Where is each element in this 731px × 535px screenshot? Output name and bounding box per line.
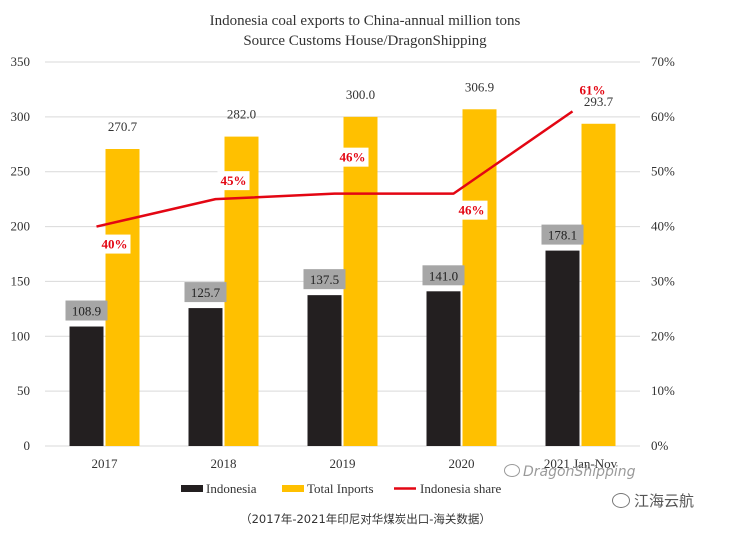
y-tick-label: 50: [17, 383, 30, 398]
footnote: （2017年-2021年印尼对华煤炭出口-海关数据）: [240, 512, 491, 526]
y-tick-label: 350: [11, 54, 31, 69]
x-category-label: 2018: [211, 456, 237, 471]
total-imports-bar: [105, 149, 140, 447]
x-category-label: 2019: [330, 456, 356, 471]
y2-tick-label: 10%: [651, 383, 675, 398]
y-tick-label: 250: [11, 164, 31, 179]
total-imports-bar: [581, 123, 616, 447]
total-imports-value-label: 300.0: [346, 87, 375, 102]
y-tick-label: 150: [11, 273, 31, 288]
share-value-label: 45%: [221, 173, 247, 188]
share-label-box: [217, 171, 250, 191]
watermark-brand-text: DragonShipping: [523, 464, 636, 480]
legend: Indonesia Total Inports Indonesia share: [181, 481, 501, 496]
x-category-label: 2021 Jan-Nov: [544, 456, 618, 471]
legend-swatch-total-imports: [282, 485, 304, 492]
share-value-label: 46%: [340, 150, 366, 165]
legend-label-total-imports: Total Inports: [307, 481, 374, 496]
y2-tick-label: 60%: [651, 109, 675, 124]
y-tick-label: 300: [11, 109, 31, 124]
indonesia-bar: [545, 250, 580, 446]
share-line-path: [96, 110, 574, 228]
legend-label-indonesia: Indonesia: [206, 481, 257, 496]
wechat-icon: [612, 493, 630, 508]
indonesia-value-label: 137.5: [310, 272, 339, 287]
total-imports-value-label: 282.0: [227, 107, 256, 122]
y2-tick-label: 50%: [651, 164, 675, 179]
category-labels: 2017 2018 2019 2020 2021 Jan-Nov: [92, 456, 618, 471]
indonesia-value-label: 108.9: [72, 304, 101, 319]
total-imports-value-label: 270.7: [108, 119, 138, 134]
wechat-icon: [504, 464, 520, 477]
right-axis-ticks: 0% 10% 20% 30% 40% 50% 60% 70%: [651, 54, 675, 453]
total-imports-value-label: 293.7: [584, 94, 614, 109]
y2-tick-label: 70%: [651, 54, 675, 69]
indonesia-label-box: [422, 265, 465, 286]
watermark-account-text: 江海云航: [634, 492, 695, 510]
left-axis-ticks: 0 50 100 150 200 250 300 350: [11, 54, 31, 453]
share-label-box: [336, 147, 369, 167]
indonesia-value-label: 178.1: [548, 228, 577, 243]
total-imports-value-label: 306.9: [465, 79, 494, 94]
share-labels: 40% 45% 46% 46% 61%: [98, 82, 606, 254]
y-tick-label: 200: [11, 219, 31, 234]
indonesia-label-box: [184, 282, 227, 303]
y2-tick-label: 30%: [651, 273, 675, 288]
y2-tick-label: 0%: [651, 438, 669, 453]
watermark-account: 江海云航: [612, 490, 694, 511]
total-imports-bar: [343, 116, 378, 446]
chart-title: Indonesia coal exports to China-annual m…: [210, 13, 521, 29]
indonesia-bar: [69, 326, 104, 446]
watermark-brand: DragonShipping: [504, 464, 636, 480]
chart-subtitle: Source Customs House/DragonShipping: [243, 33, 487, 49]
indonesia-value-label: 125.7: [191, 285, 221, 300]
indonesia-label-box: [65, 300, 108, 321]
indonesia-bar: [426, 291, 461, 446]
share-line: [96, 110, 574, 228]
share-value-label: 46%: [459, 203, 485, 218]
share-value-label: 40%: [102, 237, 128, 252]
indonesia-label-box: [303, 269, 346, 290]
legend-swatch-indonesia: [181, 485, 203, 492]
share-label-box: [98, 234, 131, 254]
total-imports-bar: [462, 109, 497, 446]
x-category-label: 2017: [92, 456, 119, 471]
y-tick-label: 100: [11, 328, 31, 343]
gridlines: [45, 61, 640, 447]
indonesia-bar: [307, 295, 342, 446]
share-label-box: [455, 200, 488, 220]
bars: [69, 109, 616, 447]
y-tick-label: 0: [24, 438, 31, 453]
x-category-label: 2020: [449, 456, 475, 471]
bar-labels: 108.9 270.7 125.7 282.0 137.5 300.0 141.0 306.9…: [65, 79, 614, 321]
legend-label-share: Indonesia share: [420, 481, 501, 496]
indonesia-value-label: 141.0: [429, 268, 458, 283]
indonesia-label-box: [541, 224, 584, 245]
y2-tick-label: 20%: [651, 328, 675, 343]
share-value-label: 61%: [580, 82, 606, 97]
indonesia-bar: [188, 308, 223, 446]
y2-tick-label: 40%: [651, 219, 675, 234]
